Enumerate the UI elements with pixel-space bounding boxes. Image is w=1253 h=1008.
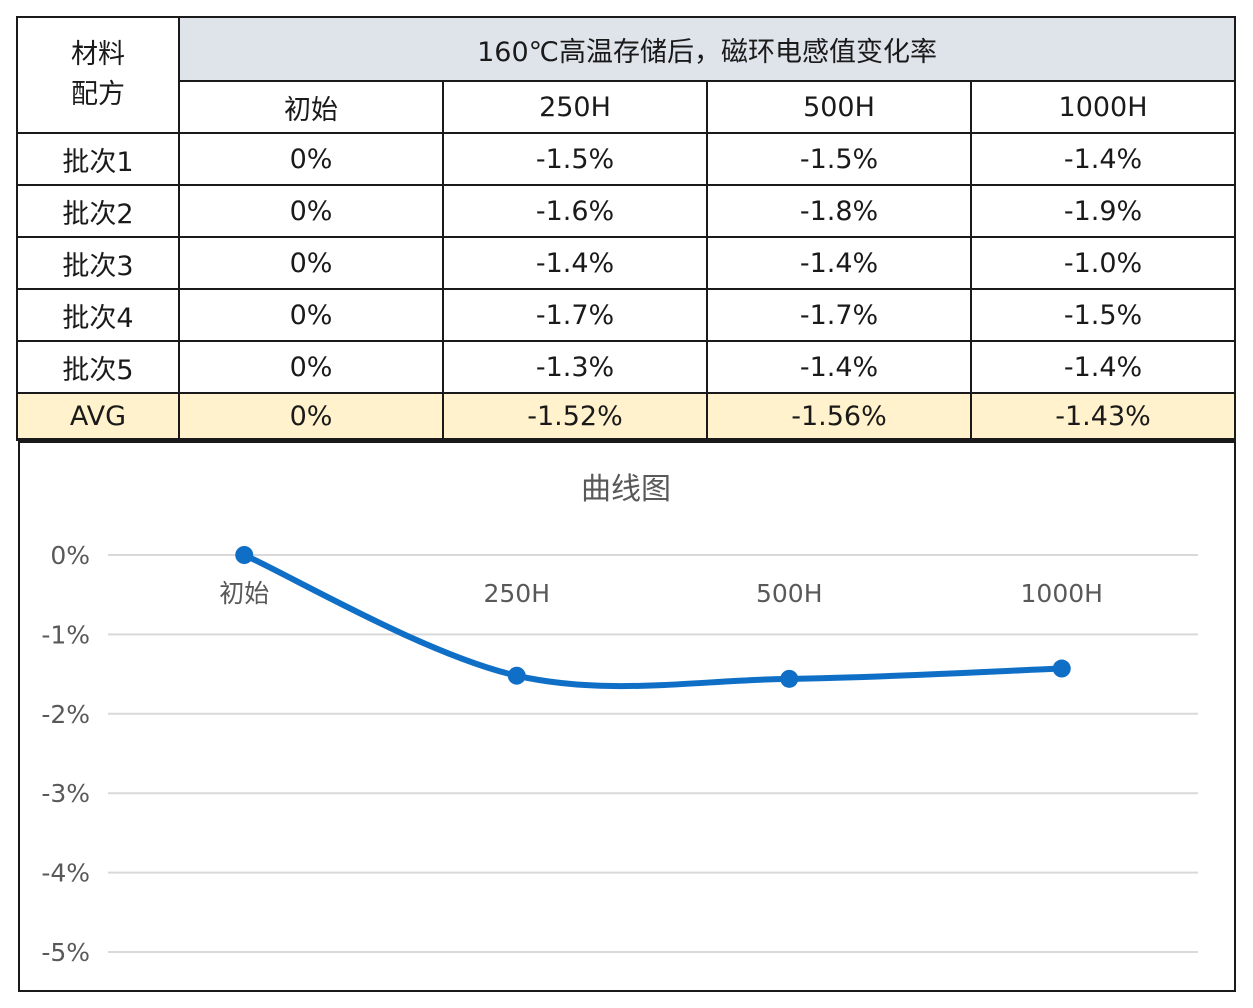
table-cell: 0%	[178, 184, 444, 238]
avg-cell: -1.56%	[706, 392, 972, 441]
corner-line2: 配方	[71, 79, 125, 110]
table-cell: 0%	[178, 132, 444, 186]
y-tick-label: -4%	[41, 859, 90, 888]
table-cell: -1.4%	[969, 132, 1237, 186]
y-tick-label: 0%	[50, 541, 90, 570]
table-cell: -1.5%	[442, 132, 708, 186]
banner-header: 160℃高温存储后，磁环电感值变化率	[177, 16, 1237, 82]
table-cell: -1.5%	[969, 288, 1237, 342]
avg-cell: -1.43%	[969, 392, 1237, 441]
table-cell: -1.5%	[706, 132, 972, 186]
table-cell: -1.4%	[442, 236, 708, 290]
table-cell: -1.6%	[442, 184, 708, 238]
x-tick-label: 1000H	[1021, 579, 1103, 608]
col-header-initial: 初始	[178, 80, 444, 134]
table-cell: 0%	[178, 288, 444, 342]
chart-title: 曲线图	[581, 472, 671, 507]
row-label: 批次5	[16, 340, 180, 394]
avg-cell: -1.52%	[442, 392, 708, 441]
avg-label: AVG	[16, 392, 180, 441]
row-label: 批次3	[16, 236, 180, 290]
table-cell: -1.8%	[706, 184, 972, 238]
table-cell: -1.4%	[706, 236, 972, 290]
data-table: 材料 配方 160℃高温存储后，磁环电感值变化率 初始 250H 500H 10…	[16, 16, 1237, 441]
table-cell: -1.4%	[706, 340, 972, 394]
col-header-250h: 250H	[442, 80, 708, 134]
avg-row: AVG 0% -1.52% -1.56% -1.43%	[16, 392, 1237, 441]
line-chart: 曲线图 0% -1% -2% -3% -4% -5% 初始 250H 500H 1000H	[41, 472, 1198, 967]
table-cell: -1.0%	[969, 236, 1237, 290]
table-cell: -1.7%	[706, 288, 972, 342]
x-tick-label: 250H	[483, 579, 550, 608]
col-header-500h: 500H	[706, 80, 972, 134]
table-cell: 0%	[178, 340, 444, 394]
table-cell: 0%	[178, 236, 444, 290]
data-point	[780, 669, 799, 688]
y-tick-label: -5%	[41, 938, 90, 967]
corner-line1: 材料	[71, 39, 125, 70]
row-label: 批次1	[16, 132, 180, 186]
x-tick-label: 初始	[219, 579, 269, 608]
col-header-1000h: 1000H	[969, 80, 1237, 134]
y-tick-label: -1%	[41, 620, 90, 649]
y-tick-label: -2%	[41, 700, 90, 729]
row-label: 批次2	[16, 184, 180, 238]
x-tick-label: 500H	[756, 579, 823, 608]
table-cell: -1.3%	[442, 340, 708, 394]
table-cell: -1.9%	[969, 184, 1237, 238]
table-cell: -1.4%	[969, 340, 1237, 394]
chart-frame: 曲线图 0% -1% -2% -3% -4% -5% 初始 250H 500H 1000H	[18, 440, 1236, 992]
row-label: 批次4	[16, 288, 180, 342]
avg-cell: 0%	[178, 392, 444, 441]
data-point	[1052, 659, 1071, 678]
table-row: 批次4 0% -1.7% -1.7% -1.5%	[16, 288, 1237, 342]
data-point	[507, 666, 526, 685]
table-row: 批次5 0% -1.3% -1.4% -1.4%	[16, 340, 1237, 394]
table-cell: -1.7%	[442, 288, 708, 342]
series-line	[241, 552, 1065, 690]
table-row: 批次1 0% -1.5% -1.5% -1.4%	[16, 132, 1237, 186]
table-row: 批次2 0% -1.6% -1.8% -1.9%	[16, 184, 1237, 238]
data-point	[235, 546, 254, 564]
table-row: 批次3 0% -1.4% -1.4% -1.0%	[16, 236, 1237, 290]
y-tick-label: -3%	[41, 779, 90, 808]
corner-header: 材料 配方	[16, 16, 180, 134]
